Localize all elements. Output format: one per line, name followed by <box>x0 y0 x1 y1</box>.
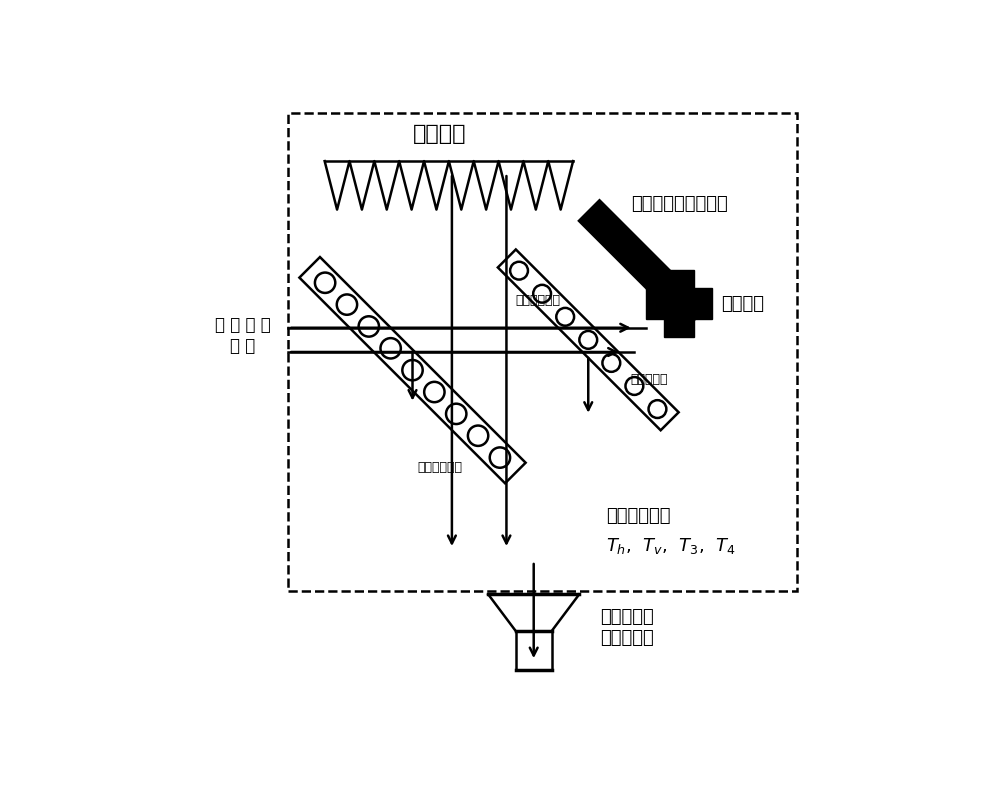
Text: 平面反射板: 平面反射板 <box>631 373 668 386</box>
Text: 可旋转的相位延迟器: 可旋转的相位延迟器 <box>631 194 727 212</box>
Polygon shape <box>664 270 694 337</box>
Polygon shape <box>579 200 707 328</box>
Text: $T_h$,  $T_v$,  $T_3$,  $T_4$: $T_h$, $T_v$, $T_3$, $T_4$ <box>606 536 736 556</box>
Text: 定标热源: 定标热源 <box>413 124 467 144</box>
Text: 亮度温度输出: 亮度温度输出 <box>606 507 671 525</box>
Bar <box>288 113 797 591</box>
Text: 第二极化网格: 第二极化网格 <box>516 294 561 307</box>
Text: 辐 射: 辐 射 <box>230 337 255 355</box>
Polygon shape <box>646 288 712 319</box>
Text: 旋转伺服: 旋转伺服 <box>722 294 765 312</box>
Text: 第一极化网格: 第一极化网格 <box>417 460 462 474</box>
Text: 全极化微波
辐射计天线: 全极化微波 辐射计天线 <box>600 608 654 647</box>
Text: 冷 源 背 景: 冷 源 背 景 <box>215 316 271 334</box>
